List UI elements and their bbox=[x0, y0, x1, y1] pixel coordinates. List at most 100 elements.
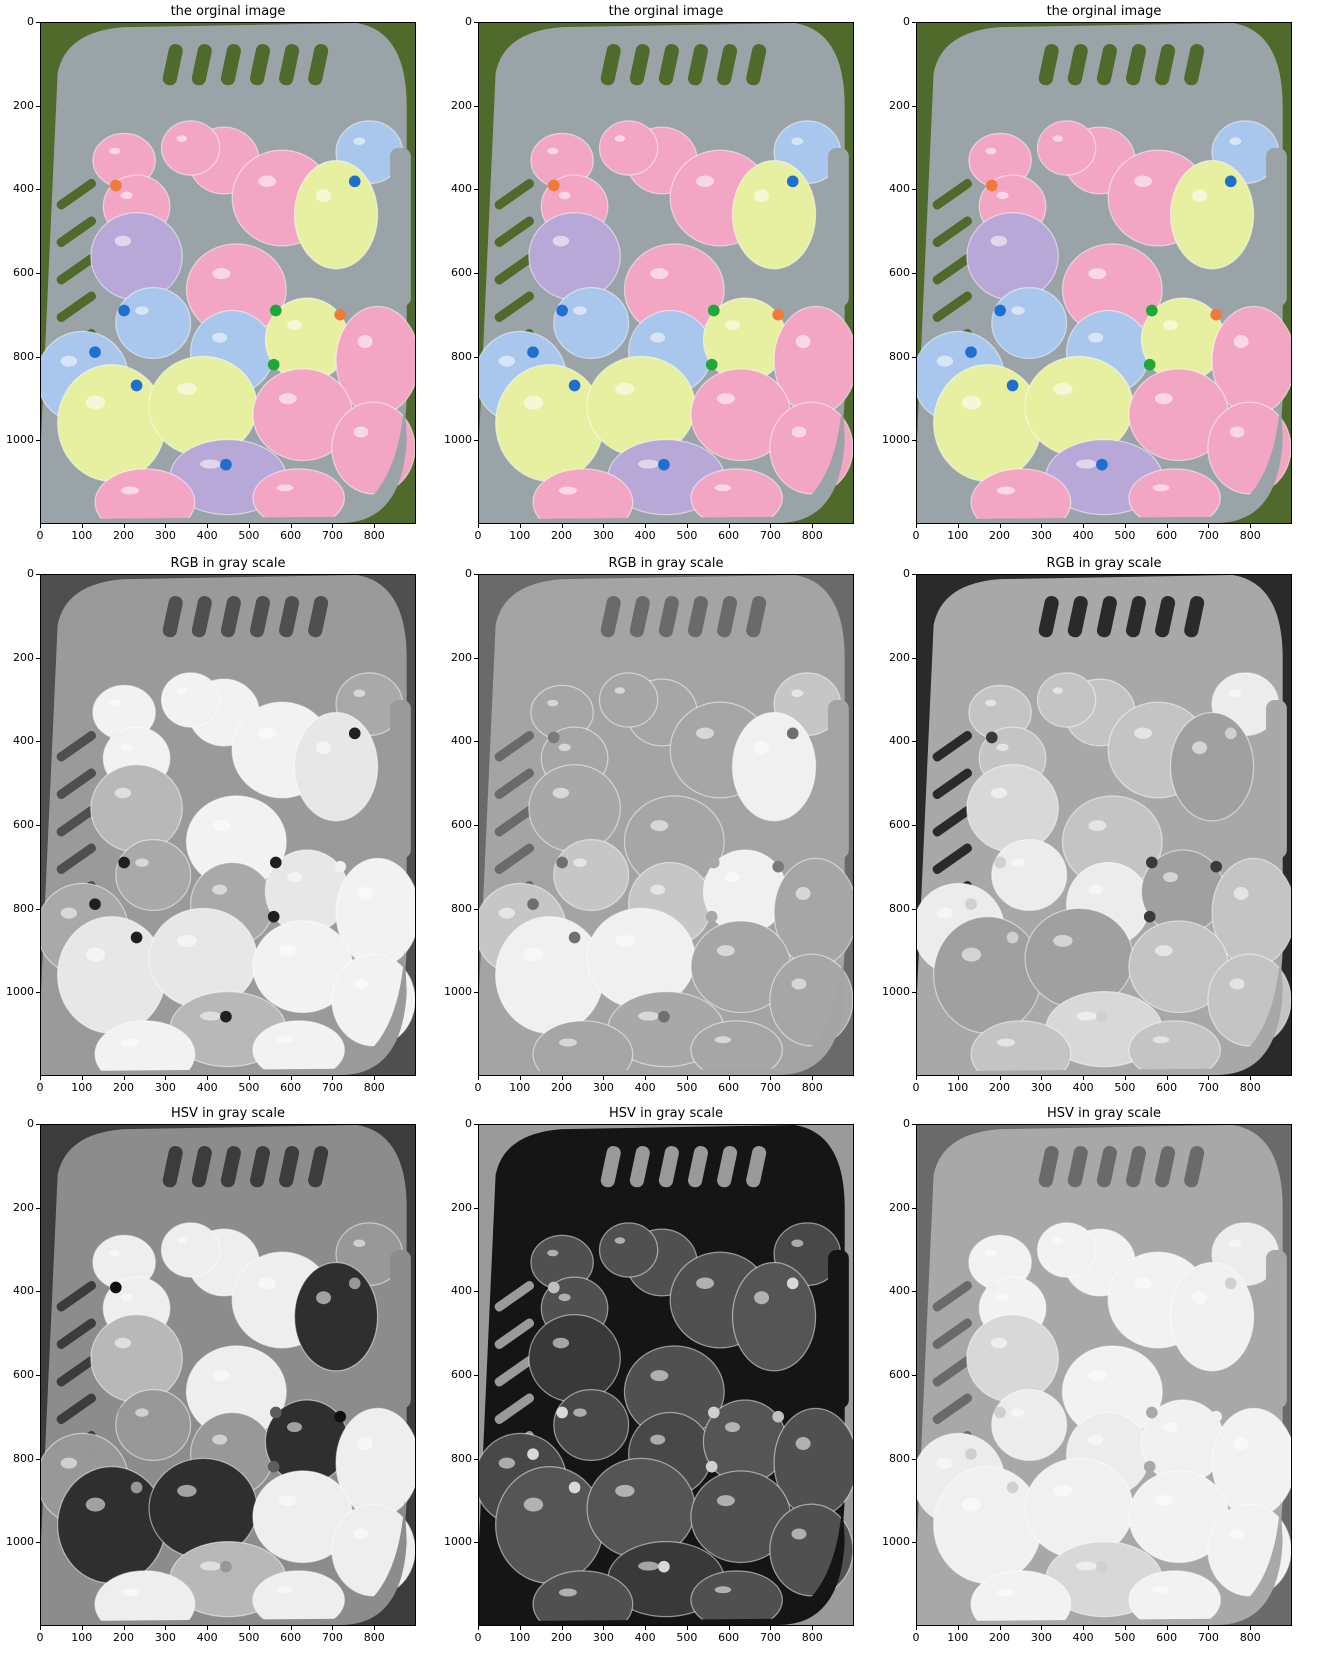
basket-slot bbox=[932, 1318, 973, 1350]
balloon-knot bbox=[556, 1406, 568, 1419]
balloon-knot bbox=[994, 856, 1006, 869]
y-tick-label: 200 bbox=[451, 1200, 472, 1214]
balloon bbox=[966, 1313, 1059, 1403]
balloon-knot bbox=[348, 1277, 361, 1290]
balloon-knot bbox=[1224, 175, 1237, 188]
balloon-highlight bbox=[615, 1484, 635, 1497]
y-tick-label: 1000 bbox=[6, 985, 34, 999]
basket-handle bbox=[828, 700, 849, 859]
x-tick-mark bbox=[1124, 1076, 1126, 1080]
y-tick-mark bbox=[36, 273, 40, 274]
y-tick-mark bbox=[912, 1207, 916, 1209]
y-tick-mark bbox=[36, 825, 40, 826]
x-tick-label: 500 bbox=[676, 1631, 698, 1644]
balloon-highlight bbox=[573, 1408, 587, 1417]
balloon bbox=[90, 211, 183, 301]
balloon-highlight bbox=[200, 1011, 222, 1021]
x-tick-label: 200 bbox=[989, 1631, 1011, 1644]
balloon-highlight bbox=[1229, 978, 1245, 990]
balloon-highlight bbox=[109, 1249, 121, 1257]
balloon bbox=[115, 1388, 192, 1462]
basket-slot bbox=[932, 178, 973, 210]
x-tick-mark bbox=[561, 1626, 563, 1630]
balloon-highlight bbox=[1088, 884, 1104, 895]
x-tick-label: 400 bbox=[634, 1631, 656, 1644]
balloon-knot bbox=[1224, 1277, 1237, 1290]
y-tick-label: 1000 bbox=[882, 985, 910, 999]
balloon-knot bbox=[786, 727, 799, 740]
balloon bbox=[932, 364, 1043, 482]
balloon-highlight bbox=[276, 1036, 294, 1044]
x-tick-label: 700 bbox=[759, 529, 781, 542]
balloon-knot bbox=[1210, 1410, 1223, 1423]
balloon-highlight bbox=[996, 1038, 1015, 1047]
balloon-highlight bbox=[696, 175, 715, 187]
x-tick-label: 700 bbox=[759, 1631, 781, 1644]
balloon-highlight bbox=[638, 1561, 660, 1571]
y-tick-mark bbox=[912, 1375, 916, 1376]
basket-rim bbox=[479, 398, 845, 523]
balloon-knot bbox=[568, 1481, 581, 1494]
balloon-knot bbox=[130, 379, 143, 392]
y-tick-label: 600 bbox=[451, 818, 472, 831]
panel-title: HSV in gray scale bbox=[609, 1106, 723, 1121]
x-tick-label: 500 bbox=[676, 1081, 698, 1094]
panel-image bbox=[916, 1124, 1292, 1626]
x-tick-label: 400 bbox=[634, 529, 656, 542]
x-tick-label: 400 bbox=[1072, 529, 1094, 542]
y-tick-label: 400 bbox=[451, 182, 472, 196]
basket-slot bbox=[191, 596, 212, 638]
x-tick-mark bbox=[40, 524, 41, 528]
balloon-highlight bbox=[985, 1249, 997, 1257]
balloon-highlight bbox=[120, 1588, 139, 1597]
x-tick-mark bbox=[645, 1626, 647, 1630]
balloon-highlight bbox=[1229, 426, 1245, 438]
balloon bbox=[598, 120, 659, 176]
basket-slot bbox=[1126, 44, 1146, 86]
panel-image bbox=[40, 574, 416, 1076]
x-tick-mark bbox=[165, 524, 167, 528]
x-tick-mark bbox=[1208, 1626, 1210, 1630]
balloon-knot bbox=[1143, 358, 1156, 371]
basket-handle bbox=[1266, 700, 1287, 859]
basket-slot bbox=[746, 596, 767, 638]
balloon bbox=[532, 468, 634, 523]
balloon-highlight bbox=[716, 945, 735, 957]
x-tick-mark bbox=[519, 1076, 521, 1080]
balloon-knot bbox=[985, 731, 998, 744]
balloon-knot bbox=[658, 1010, 670, 1023]
balloon-highlight bbox=[990, 787, 1008, 799]
basket-slot bbox=[250, 1146, 270, 1188]
y-tick-label: 800 bbox=[889, 1451, 910, 1465]
y-tick-label: 0 bbox=[27, 1117, 34, 1130]
x-tick-label: 300 bbox=[1030, 529, 1052, 542]
balloon-highlight bbox=[716, 1495, 735, 1507]
x-tick-label: 600 bbox=[1156, 1631, 1178, 1644]
balloon-highlight bbox=[552, 787, 570, 799]
balloon bbox=[494, 364, 605, 482]
balloon bbox=[160, 672, 221, 728]
balloon-knot bbox=[705, 1460, 718, 1473]
y-tick-mark bbox=[36, 1542, 40, 1544]
y-tick-mark bbox=[912, 574, 916, 575]
y-tick-label: 800 bbox=[451, 901, 472, 915]
balloon-highlight bbox=[353, 137, 366, 145]
x-tick-mark bbox=[248, 1626, 250, 1630]
x-tick-mark bbox=[957, 1076, 959, 1080]
balloon-highlight bbox=[650, 820, 669, 832]
balloon bbox=[160, 1222, 221, 1278]
y-tick-mark bbox=[912, 908, 916, 910]
balloon-highlight bbox=[552, 1337, 570, 1349]
x-tick-label: 100 bbox=[947, 1631, 969, 1644]
x-tick-mark bbox=[248, 1076, 250, 1080]
balloon-highlight bbox=[996, 1293, 1009, 1302]
basket-slot bbox=[932, 805, 973, 837]
balloon-highlight bbox=[714, 1036, 732, 1044]
balloon-knot bbox=[658, 458, 670, 471]
balloon-knot bbox=[109, 1281, 122, 1294]
balloon-highlight bbox=[276, 1586, 294, 1594]
x-tick-label: 0 bbox=[912, 529, 920, 542]
balloon-highlight bbox=[353, 1239, 366, 1247]
balloon bbox=[1036, 120, 1097, 176]
balloon bbox=[90, 763, 183, 853]
